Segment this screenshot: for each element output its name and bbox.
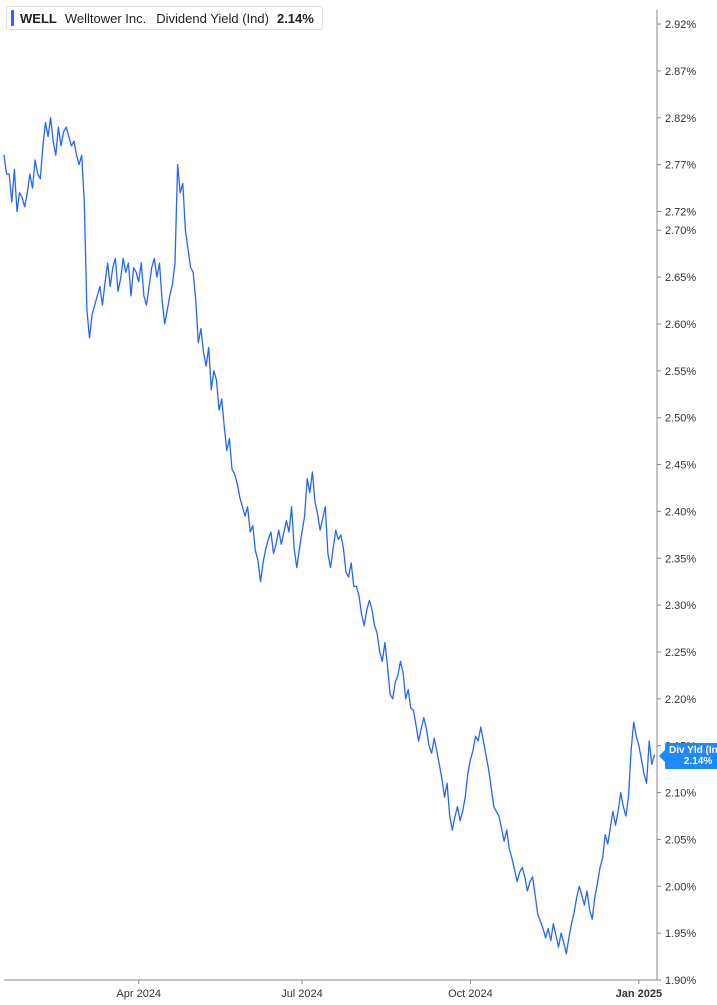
y-tick-label: 2.40%	[665, 506, 696, 518]
y-tick-label: 2.45%	[665, 460, 696, 472]
dividend-yield-line	[4, 118, 654, 954]
chart-area[interactable]: 2.92% 2.87% 2.82% 2.77% 2.72% 2.70% 2.65% 2.60%…	[0, 0, 717, 1005]
y-tick-label: 2.60%	[665, 319, 696, 331]
y-tick-label: 2.50%	[665, 413, 696, 425]
y-tick-label: 2.30%	[665, 600, 696, 612]
y-tick-label: 2.05%	[665, 834, 696, 846]
x-tick-label: Oct 2024	[448, 988, 493, 1000]
chart-svg: 2.92% 2.87% 2.82% 2.77% 2.72% 2.70% 2.65% 2.60%…	[0, 0, 717, 1005]
flag-label: Div Yld (Ind)	[669, 745, 717, 756]
current-value-flag: Div Yld (Ind) 2.14%	[665, 743, 717, 769]
y-tick-label: 2.65%	[665, 272, 696, 284]
y-tick-label: 2.10%	[665, 788, 696, 800]
y-tick-label: 2.82%	[665, 113, 696, 125]
y-tick-label: 2.00%	[665, 881, 696, 893]
y-tick-label: 2.35%	[665, 553, 696, 565]
chart-header: WELL Welltower Inc. Dividend Yield (Ind)…	[6, 6, 323, 30]
y-tick-label: 2.25%	[665, 647, 696, 659]
x-tick-label: Jul 2024	[281, 988, 323, 1000]
y-tick-label: 2.70%	[665, 225, 696, 237]
x-tick-label: Jan 2025	[616, 988, 662, 1000]
y-tick-label: 2.87%	[665, 66, 696, 78]
y-tick-label: 2.92%	[665, 19, 696, 31]
y-tick-label: 1.90%	[665, 975, 696, 987]
indicator-name: Dividend Yield (Ind)	[156, 11, 269, 26]
x-tick-label: Apr 2024	[116, 988, 161, 1000]
y-tick-label: 2.20%	[665, 694, 696, 706]
header-accent-bar	[11, 10, 14, 26]
flag-value: 2.14%	[669, 756, 717, 767]
y-tick-label: 2.72%	[665, 206, 696, 218]
indicator-value: 2.14%	[277, 11, 314, 26]
y-tick-label: 2.55%	[665, 366, 696, 378]
y-tick-label: 1.95%	[665, 928, 696, 940]
y-tick-label: 2.77%	[665, 160, 696, 172]
company-name: Welltower Inc.	[65, 11, 146, 26]
ticker-symbol: WELL	[20, 11, 57, 26]
